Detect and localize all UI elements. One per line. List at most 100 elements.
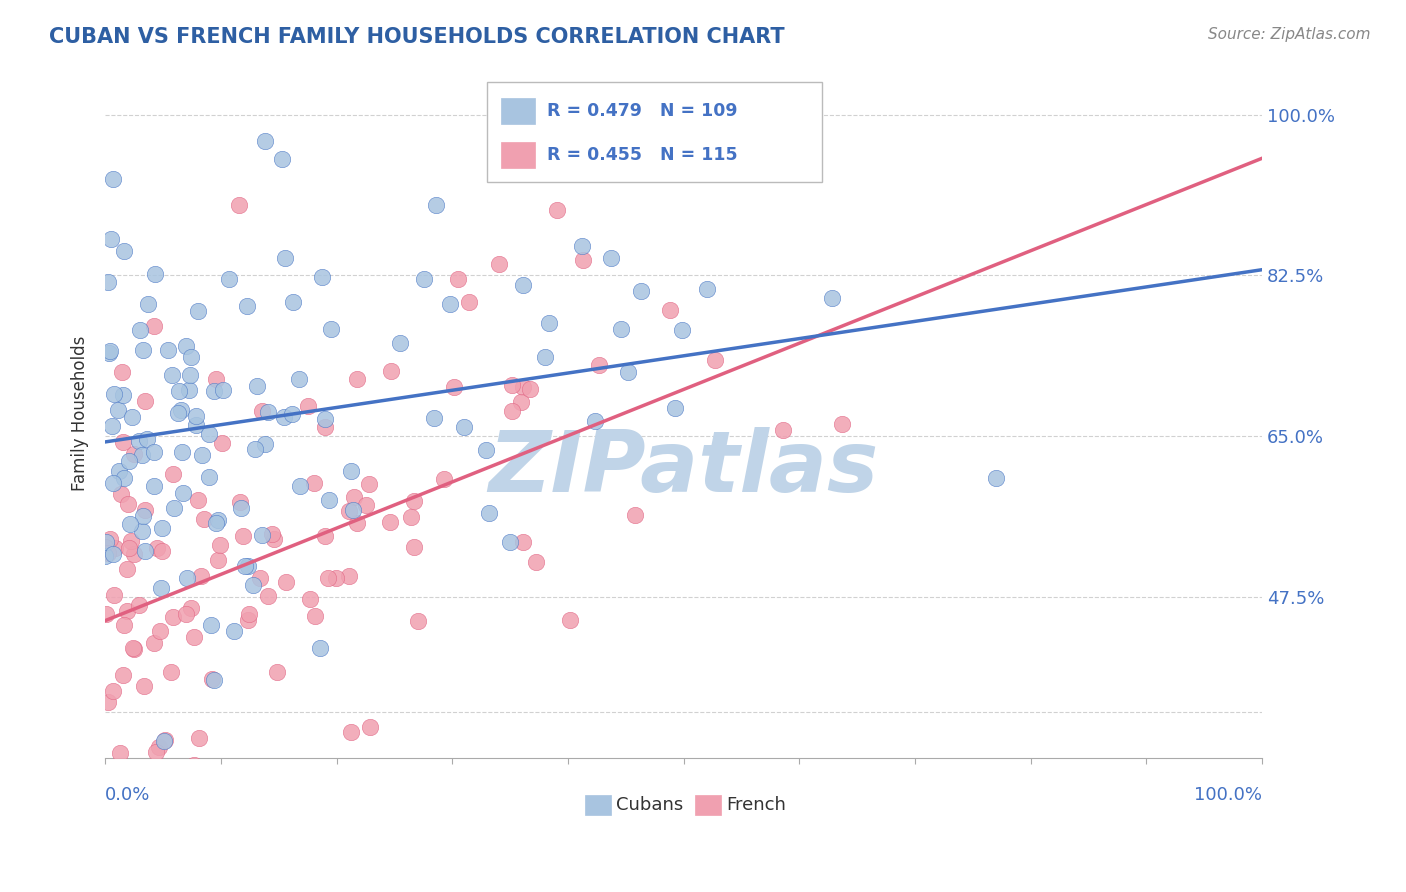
Point	[110, 746, 132, 760]
Point	[512, 380, 534, 394]
Point	[346, 372, 368, 386]
Point	[112, 471, 135, 485]
Point	[172, 486, 194, 500]
Point	[96, 797, 118, 812]
Point	[117, 497, 139, 511]
Point	[101, 418, 124, 433]
Point	[534, 351, 557, 365]
Point	[163, 500, 186, 515]
Point	[250, 527, 273, 541]
Point	[198, 426, 221, 441]
Point	[276, 574, 298, 589]
Point	[132, 343, 155, 357]
Point	[142, 319, 165, 334]
Point	[354, 498, 377, 512]
Point	[110, 487, 132, 501]
Point	[121, 640, 143, 655]
Point	[212, 383, 235, 397]
Point	[671, 323, 693, 337]
Point	[537, 316, 560, 330]
Point	[128, 323, 150, 337]
Point	[340, 464, 363, 478]
Point	[583, 414, 606, 428]
Point	[546, 203, 568, 218]
Point	[270, 153, 292, 167]
Point	[250, 404, 273, 418]
Point	[304, 609, 326, 624]
Point	[94, 549, 117, 563]
Point	[97, 275, 120, 289]
Point	[202, 673, 225, 688]
Point	[180, 350, 202, 364]
Point	[238, 607, 260, 621]
Point	[183, 630, 205, 644]
Point	[506, 799, 529, 814]
Point	[218, 272, 240, 286]
Point	[499, 534, 522, 549]
Point	[238, 558, 260, 573]
Point	[236, 299, 259, 313]
Point	[162, 610, 184, 624]
Point	[150, 581, 173, 595]
Point	[453, 419, 475, 434]
Point	[359, 477, 381, 491]
Point	[114, 617, 136, 632]
Point	[630, 284, 652, 298]
Point	[187, 492, 209, 507]
Point	[299, 592, 322, 607]
Point	[111, 365, 134, 379]
Point	[406, 614, 429, 628]
Point	[624, 508, 647, 523]
Point	[112, 387, 135, 401]
Point	[425, 198, 447, 212]
Point	[124, 779, 146, 793]
Point	[143, 479, 166, 493]
Point	[412, 271, 434, 285]
Point	[148, 740, 170, 755]
Y-axis label: Family Households: Family Households	[72, 335, 89, 491]
Point	[311, 270, 333, 285]
Point	[266, 665, 288, 679]
Point	[610, 322, 633, 336]
Point	[664, 401, 686, 415]
Point	[118, 541, 141, 555]
Point	[457, 295, 479, 310]
Point	[179, 368, 201, 382]
Point	[184, 418, 207, 433]
Text: 0.0%: 0.0%	[105, 786, 150, 804]
Point	[104, 890, 127, 892]
Point	[145, 745, 167, 759]
Point	[249, 571, 271, 585]
Point	[101, 683, 124, 698]
Point	[134, 544, 156, 558]
Point	[253, 134, 276, 148]
Point	[318, 493, 340, 508]
Point	[696, 282, 718, 296]
Point	[475, 442, 498, 457]
Bar	[585, 796, 610, 814]
Text: Cubans: Cubans	[616, 797, 683, 814]
Point	[337, 569, 360, 583]
Point	[659, 302, 682, 317]
Point	[256, 589, 278, 603]
Point	[314, 419, 336, 434]
Point	[131, 524, 153, 538]
Point	[98, 343, 121, 358]
Point	[263, 532, 285, 546]
Text: ZIPatlas: ZIPatlas	[488, 427, 879, 510]
Point	[512, 535, 534, 549]
Point	[617, 365, 640, 379]
Point	[447, 272, 470, 286]
Point	[94, 607, 117, 621]
Point	[118, 516, 141, 531]
Point	[280, 407, 302, 421]
Point	[246, 379, 269, 393]
Point	[572, 252, 595, 267]
Point	[177, 383, 200, 397]
Point	[132, 509, 155, 524]
Point	[96, 546, 118, 560]
Point	[297, 400, 319, 414]
Point	[100, 232, 122, 246]
Point	[142, 445, 165, 459]
Point	[343, 490, 366, 504]
